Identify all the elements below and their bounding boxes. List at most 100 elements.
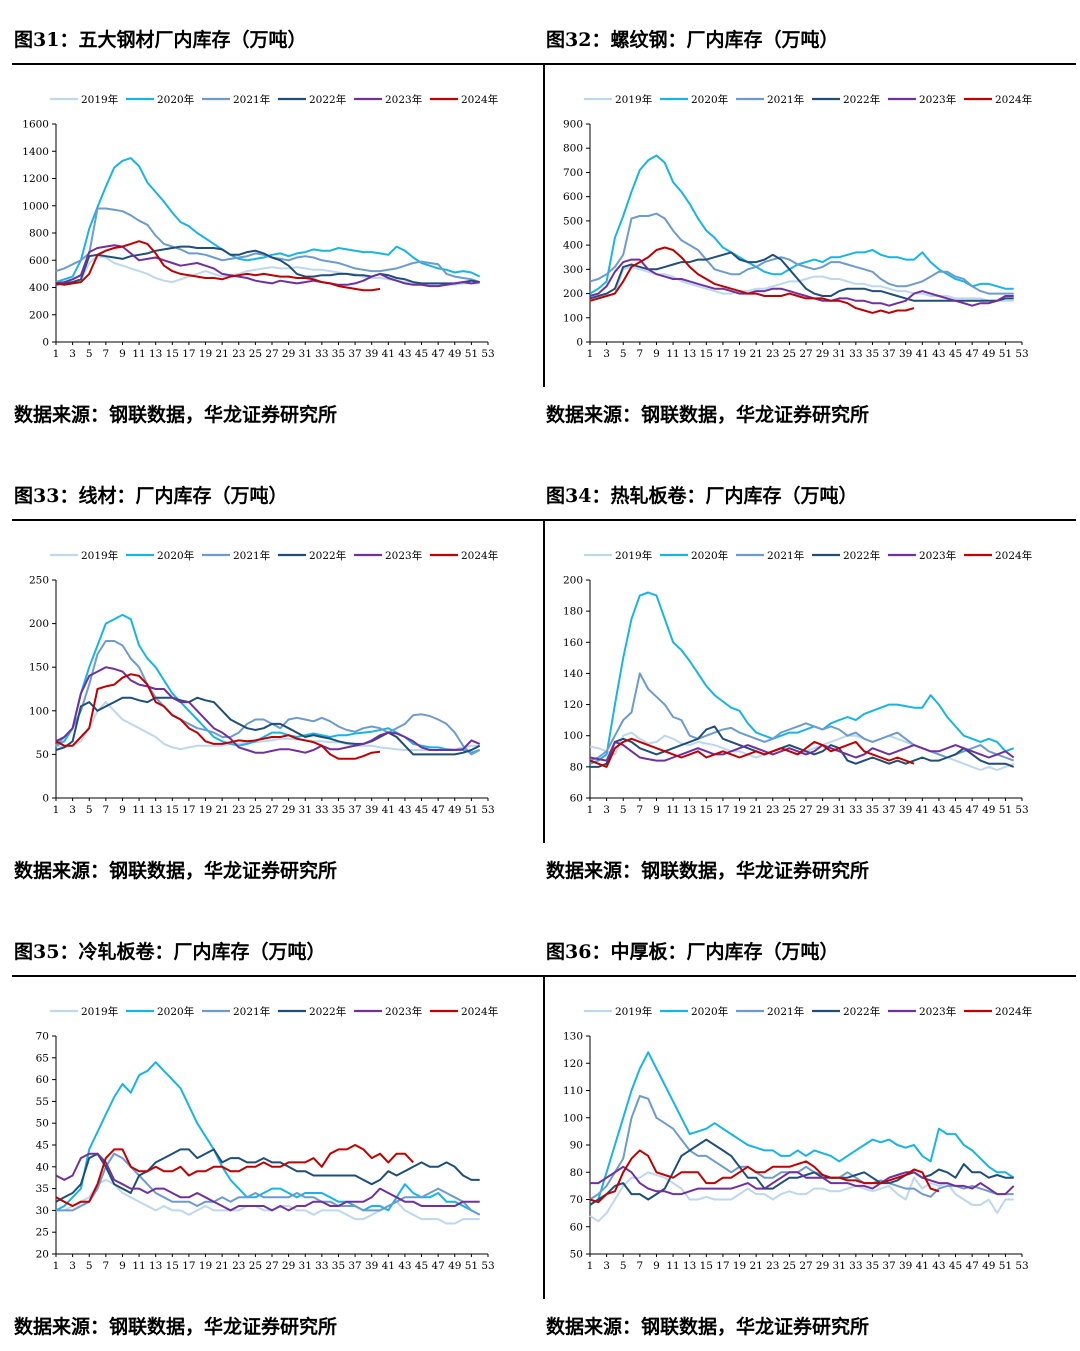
x-tick-label: 3 bbox=[603, 804, 610, 816]
x-tick-label: 45 bbox=[415, 804, 428, 816]
series-line-6 bbox=[55, 240, 381, 292]
legend-label-4: 2022年 bbox=[843, 93, 880, 106]
chart-1-top-rule bbox=[12, 63, 544, 65]
series-line-5 bbox=[589, 740, 1015, 762]
y-tick-label: 0 bbox=[42, 793, 49, 805]
x-tick-label: 23 bbox=[232, 804, 245, 816]
y-tick-label: 100 bbox=[29, 705, 49, 717]
x-tick-label: 29 bbox=[282, 804, 295, 816]
x-tick-label: 45 bbox=[415, 348, 428, 360]
y-tick-label: 90 bbox=[570, 1140, 583, 1152]
chart-1-source: 数据来源：钢联数据，华龙证券研究所 bbox=[14, 404, 338, 426]
y-tick-label: 45 bbox=[36, 1140, 49, 1152]
x-tick-label: 23 bbox=[766, 1260, 779, 1272]
x-tick-label: 25 bbox=[249, 1260, 262, 1272]
y-tick-label: 1600 bbox=[22, 119, 49, 131]
x-tick-label: 7 bbox=[637, 1260, 644, 1272]
x-tick-label: 13 bbox=[683, 348, 696, 360]
y-tick-label: 200 bbox=[29, 618, 49, 630]
chart-5: 2019年 2020年 2021年 2022年 2023年 2024年 20 25 30 35 40… bbox=[36, 1005, 499, 1272]
x-tick-label: 23 bbox=[232, 1260, 245, 1272]
x-tick-label: 43 bbox=[932, 804, 945, 816]
chart-2-title: 图32：螺纹钢：厂内库存（万吨） bbox=[546, 29, 839, 51]
y-tick-label: 130 bbox=[563, 1031, 583, 1043]
x-tick-label: 33 bbox=[849, 348, 862, 360]
x-tick-label: 35 bbox=[332, 348, 345, 360]
x-tick-label: 37 bbox=[882, 348, 895, 360]
legend-label-6: 2024年 bbox=[995, 549, 1032, 562]
legend-label-1: 2019年 bbox=[81, 549, 118, 562]
x-tick-label: 29 bbox=[816, 1260, 829, 1272]
y-tick-label: 60 bbox=[36, 1074, 49, 1086]
y-tick-label: 1000 bbox=[22, 200, 49, 212]
y-tick-label: 800 bbox=[563, 143, 583, 155]
x-tick-label: 53 bbox=[481, 348, 494, 360]
series-line-3 bbox=[56, 1152, 481, 1216]
chart-1-title: 图31：五大钢材厂内库存（万吨） bbox=[14, 29, 307, 51]
x-tick-label: 19 bbox=[733, 348, 746, 360]
x-tick-label: 13 bbox=[149, 348, 162, 360]
x-tick-label: 3 bbox=[69, 348, 76, 360]
x-tick-label: 7 bbox=[103, 804, 110, 816]
chart-4-source: 数据来源：钢联数据，华龙证券研究所 bbox=[546, 860, 870, 882]
legend-label-3: 2021年 bbox=[233, 549, 270, 562]
legend-label-2: 2020年 bbox=[691, 1005, 728, 1018]
x-tick-label: 51 bbox=[999, 348, 1012, 360]
legend-label-1: 2019年 bbox=[81, 1005, 118, 1018]
series-line-3 bbox=[589, 672, 1015, 762]
y-tick-label: 600 bbox=[563, 191, 583, 203]
y-tick-label: 35 bbox=[36, 1183, 49, 1195]
series-line-4 bbox=[55, 1148, 480, 1203]
y-tick-label: 250 bbox=[29, 575, 49, 587]
x-tick-label: 19 bbox=[733, 1260, 746, 1272]
y-tick-label: 1200 bbox=[22, 173, 49, 185]
y-tick-label: 80 bbox=[570, 761, 583, 773]
y-tick-label: 160 bbox=[563, 637, 583, 649]
x-tick-label: 17 bbox=[182, 348, 195, 360]
x-tick-label: 11 bbox=[132, 348, 145, 360]
series-line-1 bbox=[56, 1178, 480, 1225]
legend-label-2: 2020年 bbox=[691, 549, 728, 562]
x-tick-label: 7 bbox=[103, 1260, 110, 1272]
x-tick-label: 31 bbox=[833, 804, 846, 816]
x-tick-label: 9 bbox=[653, 348, 660, 360]
legend: 2019年 2020年 2021年 2022年 2023年 2024年 bbox=[50, 93, 498, 106]
x-tick-label: 11 bbox=[666, 804, 679, 816]
series-line-6 bbox=[589, 1149, 940, 1204]
x-tick-label: 19 bbox=[733, 804, 746, 816]
x-tick-label: 1 bbox=[587, 348, 594, 360]
chart-1: 2019年 2020年 2021年 2022年 2023年 2024年 0 200 400 600… bbox=[22, 93, 498, 360]
y-tick-label: 300 bbox=[563, 264, 583, 276]
x-tick-label: 13 bbox=[683, 804, 696, 816]
x-tick-label: 41 bbox=[916, 1260, 929, 1272]
legend: 2019年 2020年 2021年 2022年 2023年 2024年 bbox=[50, 549, 498, 562]
chart-3-top-rule bbox=[12, 519, 544, 521]
chart-2: 2019年 2020年 2021年 2022年 2023年 2024年 0 100 200 300… bbox=[563, 93, 1032, 360]
x-tick-label: 29 bbox=[816, 348, 829, 360]
x-tick-label: 1 bbox=[587, 1260, 594, 1272]
y-tick-label: 70 bbox=[36, 1031, 49, 1043]
x-tick-label: 47 bbox=[965, 348, 978, 360]
series-line-5 bbox=[55, 244, 480, 288]
legend-label-5: 2023年 bbox=[385, 93, 422, 106]
x-tick-label: 21 bbox=[749, 348, 762, 360]
legend-label-3: 2021年 bbox=[767, 549, 804, 562]
series-line-5 bbox=[589, 258, 1014, 307]
legend-label-3: 2021年 bbox=[233, 1005, 270, 1018]
x-tick-label: 17 bbox=[716, 348, 729, 360]
x-tick-label: 45 bbox=[949, 1260, 962, 1272]
y-tick-label: 700 bbox=[563, 167, 583, 179]
legend-label-6: 2024年 bbox=[461, 549, 498, 562]
x-tick-label: 31 bbox=[299, 1260, 312, 1272]
x-tick-label: 19 bbox=[199, 1260, 212, 1272]
x-tick-label: 39 bbox=[365, 348, 378, 360]
x-tick-label: 39 bbox=[899, 1260, 912, 1272]
x-tick-label: 33 bbox=[315, 348, 328, 360]
y-tick-label: 120 bbox=[563, 1058, 583, 1070]
x-tick-label: 53 bbox=[481, 1260, 494, 1272]
x-tick-label: 39 bbox=[899, 348, 912, 360]
x-tick-label: 33 bbox=[315, 1260, 328, 1272]
x-tick-label: 49 bbox=[982, 1260, 995, 1272]
legend-label-4: 2022年 bbox=[309, 1005, 346, 1018]
x-tick-label: 9 bbox=[653, 804, 660, 816]
